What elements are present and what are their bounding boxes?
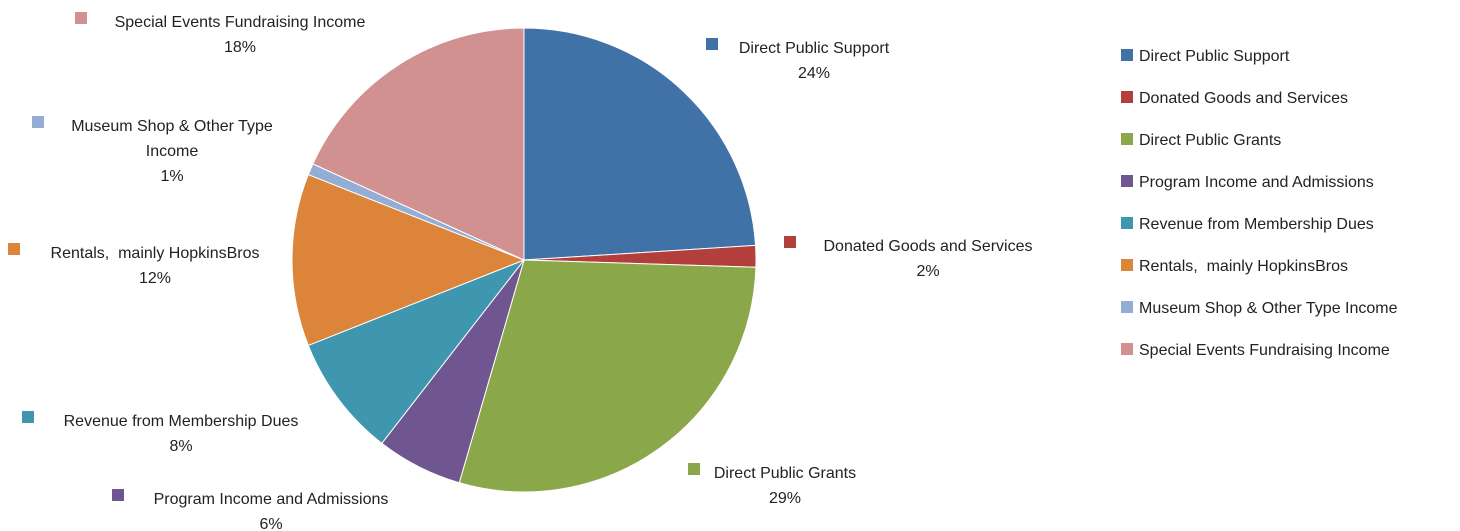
legend-swatch <box>1121 133 1133 145</box>
legend-label: Direct Public Grants <box>1139 132 1281 149</box>
data-label-name: Income <box>146 143 199 160</box>
legend-swatch <box>1121 217 1133 229</box>
data-label: Special Events Fundraising Income 18% <box>75 12 366 56</box>
data-label-name: Direct Public Support <box>739 40 890 57</box>
data-label-marker <box>112 489 124 501</box>
legend-item: Rentals, mainly HopkinsBros <box>1121 258 1348 275</box>
data-label: Direct Public Support 24% <box>706 38 890 82</box>
data-label-value: 29% <box>769 490 801 507</box>
data-label-marker <box>688 463 700 475</box>
legend-item: Direct Public Grants <box>1121 132 1281 149</box>
data-label-marker <box>32 116 44 128</box>
legend-swatch <box>1121 301 1133 313</box>
legend: Direct Public Support Donated Goods and S… <box>1121 48 1398 359</box>
data-label: Rentals, mainly HopkinsBros 12% <box>8 243 259 287</box>
legend-swatch <box>1121 343 1133 355</box>
data-label-name: Special Events Fundraising Income <box>115 14 366 31</box>
legend-label: Program Income and Admissions <box>1139 174 1374 191</box>
data-label-value: 12% <box>139 270 171 287</box>
data-label-marker <box>75 12 87 24</box>
data-label: Direct Public Grants 29% <box>688 463 856 507</box>
data-label-name: Museum Shop & Other Type <box>71 118 273 135</box>
legend-item: Program Income and Admissions <box>1121 174 1374 191</box>
pie-slice <box>458 259 757 493</box>
legend-swatch <box>1121 91 1133 103</box>
data-label-name: Rentals, mainly HopkinsBros <box>51 245 260 262</box>
pie-slice <box>307 258 526 445</box>
data-label-marker <box>22 411 34 423</box>
data-label-name: Program Income and Admissions <box>154 491 389 508</box>
data-label: Museum Shop & Other Type Income 1% <box>32 116 273 185</box>
data-label-value: 1% <box>160 168 183 185</box>
legend-label: Rentals, mainly HopkinsBros <box>1139 258 1348 275</box>
data-label-value: 2% <box>916 263 939 280</box>
legend-label: Museum Shop & Other Type Income <box>1139 300 1398 317</box>
legend-item: Special Events Fundraising Income <box>1121 342 1390 359</box>
data-label: Revenue from Membership Dues 8% <box>22 411 298 455</box>
data-label: Program Income and Admissions 6% <box>112 489 388 531</box>
data-label-name: Direct Public Grants <box>714 465 856 482</box>
data-label-name: Donated Goods and Services <box>823 238 1032 255</box>
legend-label: Donated Goods and Services <box>1139 90 1348 107</box>
legend-item: Museum Shop & Other Type Income <box>1121 300 1398 317</box>
pie-slice <box>523 27 757 261</box>
data-label-name: Revenue from Membership Dues <box>64 413 299 430</box>
legend-swatch <box>1121 259 1133 271</box>
legend-swatch <box>1121 175 1133 187</box>
data-labels: Direct Public Support 24% Donated Goods an… <box>8 12 1033 531</box>
data-label-value: 6% <box>259 516 282 531</box>
data-label-value: 8% <box>169 438 192 455</box>
data-label-marker <box>784 236 796 248</box>
data-label-value: 24% <box>798 65 830 82</box>
legend-label: Special Events Fundraising Income <box>1139 342 1390 359</box>
legend-swatch <box>1121 49 1133 61</box>
pie-slices <box>291 27 757 493</box>
data-label-marker <box>8 243 20 255</box>
legend-item: Donated Goods and Services <box>1121 90 1348 107</box>
pie-slice <box>291 173 526 347</box>
legend-item: Direct Public Support <box>1121 48 1290 65</box>
data-label: Donated Goods and Services 2% <box>784 236 1033 280</box>
pie-slice <box>312 27 525 261</box>
legend-label: Revenue from Membership Dues <box>1139 216 1374 233</box>
legend-item: Revenue from Membership Dues <box>1121 216 1374 233</box>
data-label-marker <box>706 38 718 50</box>
legend-label: Direct Public Support <box>1139 48 1290 65</box>
data-label-value: 18% <box>224 39 256 56</box>
